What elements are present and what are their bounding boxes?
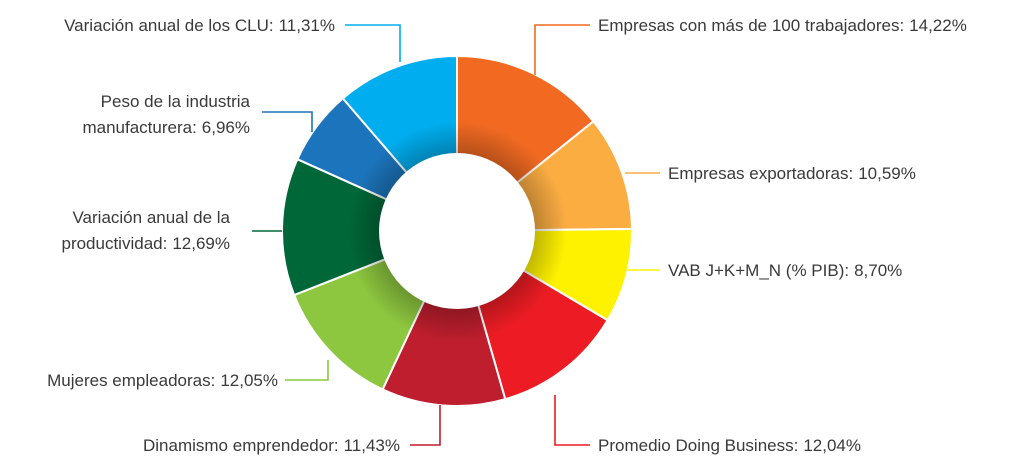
slice-value-label: 12,04% <box>803 436 861 455</box>
slice-label: VAB J+K+M_N (% PIB): <box>668 261 849 280</box>
slice-label: Dinamismo emprendedor: <box>143 436 339 455</box>
slice-value-label: 10,59% <box>858 164 916 183</box>
slice-label: Empresas exportadoras: <box>668 164 853 183</box>
slice-value-label: 11,43% <box>344 436 400 455</box>
leader-line <box>345 24 401 62</box>
slice-label: Variación anual de la productividad: <box>61 208 230 253</box>
leader-line <box>554 395 590 446</box>
leader-line <box>262 111 313 132</box>
leader-line <box>534 24 590 75</box>
slice-label: Variación anual de los CLU: <box>64 16 273 35</box>
slice-value-label: 11,31% <box>279 16 335 35</box>
slice-label: Peso de la industria manufacturera: <box>82 92 250 137</box>
donut-hole <box>379 153 535 309</box>
slice-label: Empresas con más de 100 trabajadores: <box>598 16 904 35</box>
slice-value-label: 12,05% <box>220 371 278 390</box>
leader-line <box>410 405 441 446</box>
slice-value-label: 8,70% <box>854 261 902 280</box>
slice-label: Promedio Doing Business: <box>598 436 798 455</box>
slice-value-label: 12,69% <box>172 234 230 253</box>
leader-line <box>285 360 329 381</box>
slice-value-label: 6,96% <box>202 118 250 137</box>
slice-value-label: 14,22% <box>909 16 967 35</box>
slice-label: Mujeres empleadoras: <box>47 371 215 390</box>
